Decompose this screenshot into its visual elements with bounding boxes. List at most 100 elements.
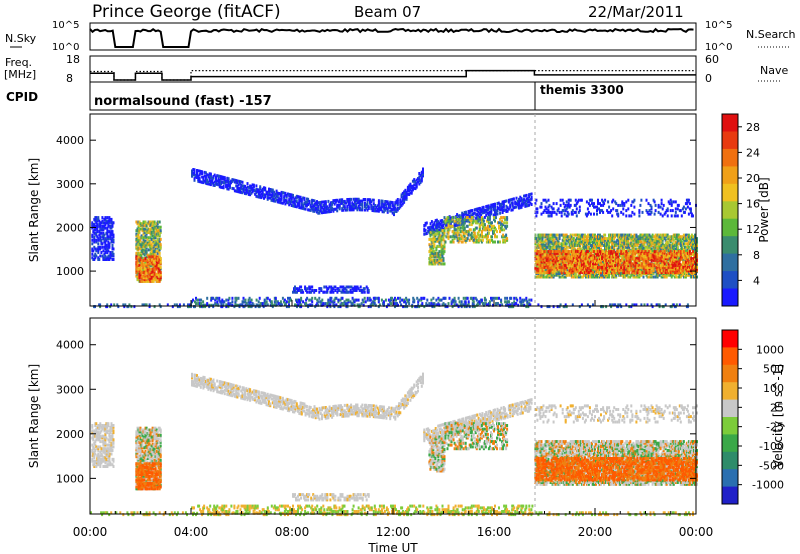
data-cell	[547, 233, 550, 237]
freq-label: Freq.	[5, 56, 32, 69]
data-cell	[99, 226, 102, 230]
data-cell	[242, 186, 245, 190]
data-cell	[644, 245, 647, 249]
data-cell	[328, 210, 331, 214]
data-cell	[276, 195, 279, 199]
data-cell	[620, 244, 623, 247]
data-cell	[138, 276, 141, 280]
data-cell	[287, 296, 289, 300]
data-cell	[621, 273, 624, 277]
data-cell	[578, 245, 581, 249]
data-cell	[438, 230, 441, 234]
data-cell	[414, 187, 417, 191]
data-cell	[545, 247, 548, 251]
data-cell	[274, 300, 277, 304]
data-cell	[626, 247, 629, 251]
data-cell	[142, 222, 145, 226]
data-cell	[389, 200, 392, 204]
data-cell	[137, 255, 140, 259]
data-cell	[269, 196, 272, 200]
data-cell	[453, 296, 456, 300]
data-cell	[365, 285, 368, 289]
data-cell	[101, 242, 104, 246]
data-cell	[564, 244, 567, 247]
data-cell	[261, 194, 264, 198]
data-cell	[239, 190, 241, 194]
data-cell	[245, 192, 248, 196]
data-cell	[137, 237, 140, 241]
data-cell	[488, 240, 491, 244]
data-cell	[107, 237, 110, 241]
data-cell	[565, 233, 568, 237]
data-cell	[283, 195, 286, 199]
data-cell	[490, 203, 493, 207]
data-cell	[443, 250, 446, 254]
data-cell	[111, 231, 114, 235]
data-cell	[548, 244, 551, 247]
data-cell	[569, 238, 572, 242]
data-cell	[105, 244, 108, 247]
data-cell	[499, 226, 501, 230]
data-cell	[401, 298, 404, 302]
data-cell	[500, 300, 503, 304]
data-cell	[348, 204, 351, 208]
data-cell	[635, 235, 638, 239]
data-cell	[351, 208, 354, 212]
data-cell	[386, 202, 389, 206]
data-cell	[236, 189, 239, 193]
data-cell	[480, 233, 483, 237]
data-cell	[483, 209, 486, 212]
data-cell	[109, 235, 112, 239]
data-cell	[466, 237, 469, 241]
data-cell	[337, 298, 340, 302]
data-cell	[549, 233, 552, 237]
data-cell	[475, 240, 478, 244]
data-cell	[144, 257, 147, 261]
data-cell	[601, 242, 604, 246]
data-cell	[552, 238, 555, 242]
data-cell	[322, 209, 325, 213]
data-cell	[442, 237, 445, 241]
data-cell	[436, 237, 439, 241]
data-cell	[362, 289, 365, 292]
data-cell	[390, 302, 392, 306]
data-cell	[405, 197, 408, 201]
data-cell	[275, 198, 278, 202]
data-cell	[329, 208, 332, 212]
data-cell	[483, 215, 486, 219]
data-cell	[276, 193, 279, 197]
data-cell	[93, 224, 96, 228]
data-cell	[420, 296, 423, 300]
data-cell	[631, 273, 634, 277]
data-cell	[384, 200, 387, 203]
data-cell	[414, 180, 417, 184]
data-cell	[363, 296, 366, 300]
data-cell	[480, 210, 483, 213]
data-cell	[619, 245, 622, 249]
data-cell	[611, 244, 614, 247]
data-cell	[443, 262, 446, 266]
data-cell	[237, 179, 240, 183]
data-cell	[260, 192, 263, 196]
data-cell	[103, 245, 106, 249]
data-cell	[367, 198, 370, 202]
data-cell	[144, 260, 147, 264]
data-cell	[91, 235, 94, 239]
data-cell	[450, 240, 453, 244]
data-cell	[630, 235, 633, 239]
data-cell	[304, 204, 307, 208]
data-cell	[105, 219, 108, 223]
data-cell	[472, 300, 475, 304]
data-cell	[437, 221, 440, 225]
data-cell	[146, 264, 149, 268]
data-cell	[156, 278, 159, 282]
data-cell	[459, 221, 462, 225]
data-cell	[308, 285, 311, 289]
data-cell	[377, 204, 380, 208]
data-cell	[312, 199, 315, 203]
data-cell	[488, 228, 491, 232]
data-cell	[367, 207, 370, 210]
data-cell	[505, 303, 508, 307]
data-cell	[403, 193, 406, 197]
data-cell	[152, 239, 155, 243]
